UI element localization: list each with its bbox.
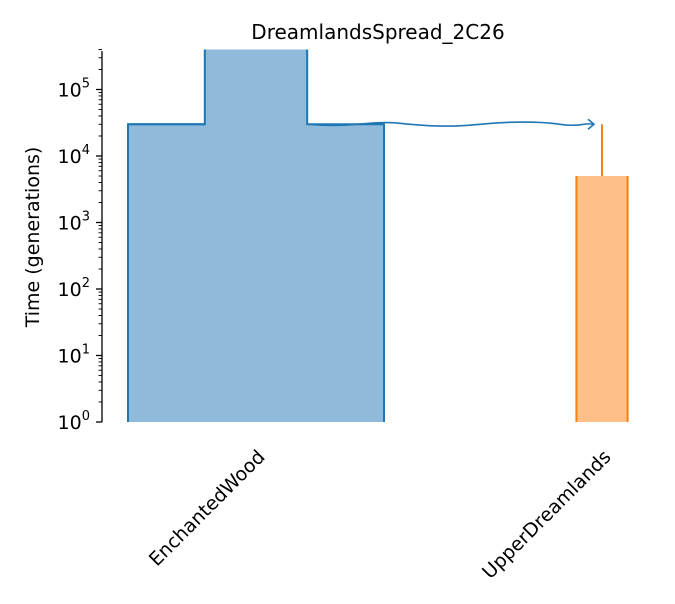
y-tick-label-base: 10 [58, 279, 82, 301]
deme-enchantedwood: EnchantedWood [127, 49, 385, 571]
deme-label: UpperDreamlands [478, 446, 615, 583]
y-tick-label: 101 [58, 343, 90, 368]
y-tick-label-exponent: 4 [82, 143, 90, 158]
deme-outline [575, 176, 629, 422]
y-tick-label: 100 [58, 409, 90, 434]
y-tick-label-base: 10 [58, 412, 82, 434]
y-tick-label-exponent: 1 [82, 343, 90, 358]
y-tick-label-exponent: 0 [82, 409, 90, 424]
deme-layer: EnchantedWood UpperDreamlands [127, 49, 629, 583]
y-tick-label-exponent: 5 [82, 77, 90, 92]
y-tick-label: 102 [58, 276, 90, 301]
y-tick-label-exponent: 2 [82, 276, 90, 291]
deme-fill [576, 176, 628, 422]
y-tick-label: 105 [58, 77, 90, 102]
y-tick-label-base: 10 [58, 146, 82, 168]
y-tick-label-base: 10 [58, 346, 82, 368]
deme-fill [128, 49, 384, 422]
split-arrowhead [587, 118, 596, 130]
y-tick-label-exponent: 3 [82, 210, 90, 225]
y-axis-label: Time (generations) [22, 147, 44, 329]
split-arrow [309, 121, 595, 127]
y-tick-label: 103 [58, 210, 90, 235]
chart-title: DreamlandsSpread_2C26 [251, 20, 504, 44]
y-tick-label-base: 10 [58, 213, 82, 235]
deme-upperdreamlands: UpperDreamlands [478, 176, 629, 583]
y-tick-label-base: 10 [58, 80, 82, 102]
y-tick-label: 104 [58, 143, 90, 168]
deme-label: EnchantedWood [145, 446, 270, 571]
